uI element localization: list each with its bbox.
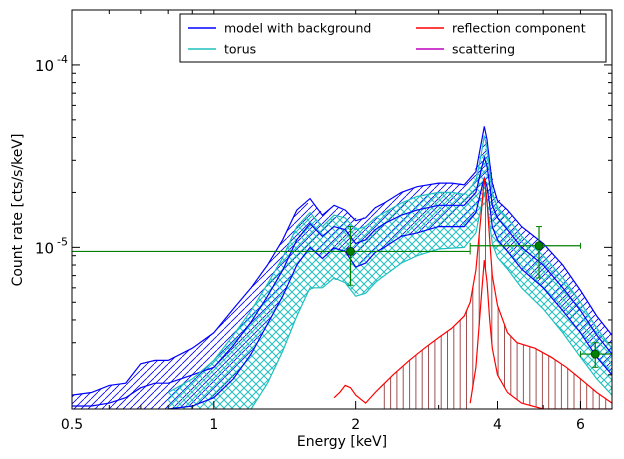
legend-label: reflection component bbox=[452, 21, 586, 36]
legend: model with background reflection componen… bbox=[179, 13, 607, 63]
legend-item: reflection component bbox=[416, 21, 586, 36]
x-tick-label: 6 bbox=[576, 417, 585, 433]
legend-label: scattering bbox=[452, 42, 515, 57]
y-axis-label: Count rate [cts/s/keV] bbox=[10, 134, 26, 287]
x-tick-label: 4 bbox=[493, 417, 502, 433]
x-axis-label: Energy [keV] bbox=[297, 434, 387, 450]
data-marker bbox=[534, 241, 544, 251]
model-with-background-line-1 bbox=[72, 126, 612, 396]
legend-item: scattering bbox=[416, 42, 515, 57]
y-tick-label-exponent: -4 bbox=[57, 53, 68, 66]
reflection-component-line-1 bbox=[333, 177, 612, 404]
legend-label: model with background bbox=[224, 21, 371, 36]
x-tick-label: 0.5 bbox=[61, 417, 83, 433]
legend-item: torus bbox=[188, 42, 256, 57]
legend-frame bbox=[179, 13, 607, 63]
data-marker bbox=[590, 349, 600, 359]
torus-band-hatch bbox=[168, 144, 612, 409]
data-point bbox=[469, 226, 581, 279]
axis-ticks bbox=[72, 9, 612, 409]
y-tick-label: 10 bbox=[35, 57, 54, 75]
reflection-component-line-2 bbox=[469, 260, 612, 409]
legend-label: torus bbox=[224, 42, 256, 57]
x-tick-label: 1 bbox=[209, 417, 218, 433]
model-with-background-line-3 bbox=[168, 175, 612, 409]
plot-frame bbox=[71, 9, 613, 410]
torus-line-2 bbox=[250, 192, 612, 409]
data-point bbox=[72, 226, 471, 286]
model-with-background-line-2 bbox=[72, 155, 612, 407]
axis-tick-labels: 0.5 1 2 4 610-510-4 bbox=[35, 53, 585, 433]
x-tick-label: 2 bbox=[351, 417, 360, 433]
data-marker bbox=[346, 247, 355, 256]
plot-area bbox=[72, 126, 612, 409]
legend-item: model with background bbox=[188, 21, 371, 36]
torus-line-1 bbox=[167, 135, 612, 394]
data-point bbox=[579, 342, 612, 368]
y-tick-label-exponent: -5 bbox=[57, 235, 68, 248]
y-tick-label: 10 bbox=[35, 239, 54, 257]
